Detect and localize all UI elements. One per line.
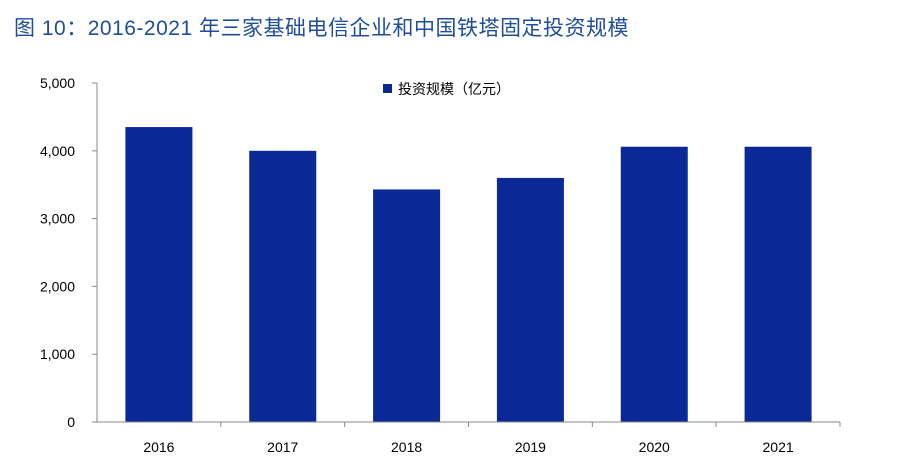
- bar-2016: [125, 127, 193, 422]
- y-tick-label: 4,000: [40, 143, 75, 159]
- x-tick-label-2019: 2019: [515, 439, 546, 455]
- legend: 投资规模（亿元）: [383, 81, 510, 97]
- y-ticks-group: 0 1,000 2,000 3,000 4,000 5,000: [40, 75, 97, 430]
- x-ticks-group: 2016 2017 2018 2019 2020 2021: [143, 422, 841, 455]
- bar-2017: [249, 150, 317, 423]
- x-tick-label-2017: 2017: [267, 439, 298, 455]
- bars-group: [125, 127, 812, 423]
- x-tick-label-2018: 2018: [391, 439, 422, 455]
- figure-title: 图 10：2016-2021 年三家基础电信企业和中国铁塔固定投资规模: [14, 17, 629, 40]
- bar-2019: [496, 177, 564, 422]
- bar-2018: [373, 189, 441, 422]
- x-tick-label-2016: 2016: [143, 439, 174, 455]
- bar-2021: [744, 146, 812, 422]
- bar-2020: [620, 146, 688, 422]
- y-tick-label: 0: [67, 414, 75, 430]
- legend-swatch: [383, 84, 392, 93]
- y-tick-label: 3,000: [40, 211, 75, 227]
- y-tick-label: 1,000: [40, 346, 75, 362]
- y-tick-label: 5,000: [40, 75, 75, 91]
- x-tick-label-2021: 2021: [763, 439, 794, 455]
- x-tick-label-2020: 2020: [639, 439, 670, 455]
- y-tick-label: 2,000: [40, 278, 75, 294]
- legend-label: 投资规模（亿元）: [398, 81, 510, 97]
- axes-group: [96, 83, 840, 423]
